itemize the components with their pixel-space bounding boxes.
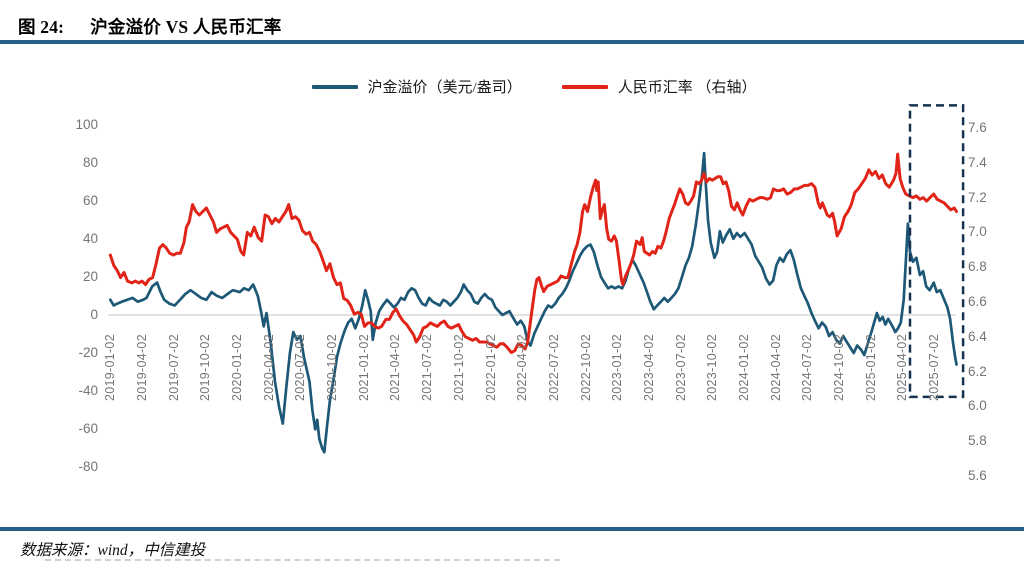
chart-legend: 沪金溢价（美元/盎司） 人民币汇率 （右轴） <box>22 76 1024 97</box>
series-line-1 <box>108 152 958 354</box>
x-axis-tick: 2020-07-02 <box>293 334 308 401</box>
x-axis-tick: 2025-07-02 <box>927 334 942 401</box>
figure-number-label: 图 24: <box>18 17 65 37</box>
right-axis-tick: 6.8 <box>968 259 987 275</box>
x-axis-tick: 2020-01-02 <box>230 334 245 401</box>
legend-label-gold-premium: 沪金溢价（美元/盎司） <box>367 80 522 96</box>
cropped-footer-remnant <box>45 559 560 561</box>
left-axis-tick: 20 <box>82 268 98 284</box>
highlight-box <box>908 104 965 399</box>
left-axis-tick: -80 <box>78 459 98 475</box>
cny-rate-line-swatch <box>561 84 608 89</box>
dual-axis-line-chart: 100 80 60 40 20 0 -20 -40 -60 -80 7.6 7.4 7.2 7.0 6.8… <box>0 100 1024 530</box>
x-axis-tick: 2023-10-02 <box>705 334 720 401</box>
footer-divider-rule <box>0 527 1024 531</box>
data-source-note: 数据来源：wind，中信建投 <box>20 542 206 559</box>
right-axis-tick: 7.6 <box>968 120 987 135</box>
x-axis-tick: 2025-04-02 <box>895 334 910 401</box>
left-axis-tick: 60 <box>82 192 98 208</box>
x-axis-tick: 2022-01-02 <box>483 334 498 401</box>
left-axis-tick: -60 <box>78 421 98 437</box>
right-axis-tick: 5.6 <box>968 468 987 483</box>
left-axis-tick: -40 <box>78 383 98 399</box>
x-axis-tick: 2025-01-02 <box>863 334 878 401</box>
x-axis-tick: 2023-01-02 <box>610 334 625 401</box>
x-axis-tick: 2022-04-02 <box>515 334 530 401</box>
figure-title-text: 沪金溢价 VS 人民币汇率 <box>90 17 282 37</box>
right-axis-tick: 7.0 <box>968 224 987 240</box>
x-axis-tick: 2022-07-02 <box>546 334 561 401</box>
x-axis-tick: 2024-07-02 <box>800 334 815 401</box>
right-axis-tick: 7.4 <box>968 154 987 170</box>
x-axis-tick: 2024-01-02 <box>736 334 751 401</box>
x-axis-tick: 2020-04-02 <box>261 334 276 401</box>
legend-label-cny-rate: 人民币汇率 （右轴） <box>617 80 757 96</box>
right-axis-tick: 6.2 <box>968 363 987 379</box>
left-axis-tick: -20 <box>78 345 98 361</box>
x-axis-tick: 2019-01-02 <box>103 334 118 401</box>
right-axis-tick: 6.4 <box>968 328 987 344</box>
figure-title: 图 24: 沪金溢价 VS 人民币汇率 <box>18 14 281 39</box>
x-axis-tick: 2021-07-02 <box>420 334 435 401</box>
legend-item-cny-rate: 人民币汇率 （右轴） <box>561 76 757 97</box>
series-line-0 <box>108 151 958 454</box>
right-axis-tick: 6.0 <box>968 398 987 414</box>
legend-item-gold-premium: 沪金溢价（美元/盎司） <box>311 76 522 97</box>
x-axis-tick: 2022-10-02 <box>578 334 593 401</box>
left-axis-tick: 80 <box>82 154 98 170</box>
x-axis-tick: 2023-07-02 <box>673 334 688 401</box>
x-axis-tick: 2023-04-02 <box>641 334 656 401</box>
x-axis-tick: 2024-04-02 <box>768 334 783 401</box>
left-axis-tick: 100 <box>75 116 98 132</box>
right-axis-tick: 5.8 <box>968 433 987 449</box>
x-axis-tick: 2019-10-02 <box>198 334 213 401</box>
right-axis-tick: 6.6 <box>968 294 987 309</box>
x-axis-tick: 2019-07-02 <box>166 334 181 401</box>
x-axis-tick: 2021-10-02 <box>451 334 466 401</box>
gold-premium-line-swatch <box>311 84 358 89</box>
x-axis-tick: 2024-10-02 <box>831 334 846 401</box>
left-axis-tick: 0 <box>90 307 98 322</box>
left-axis-tick: 40 <box>82 230 98 246</box>
chart-canvas <box>108 104 965 454</box>
x-axis-tick: 2021-01-02 <box>356 334 371 401</box>
title-divider-rule <box>0 40 1024 44</box>
x-axis-tick: 2020-10-02 <box>325 334 340 401</box>
x-axis-tick: 2019-04-02 <box>135 334 150 401</box>
right-axis-tick: 7.2 <box>968 189 987 205</box>
x-axis-tick: 2021-04-02 <box>388 334 403 401</box>
